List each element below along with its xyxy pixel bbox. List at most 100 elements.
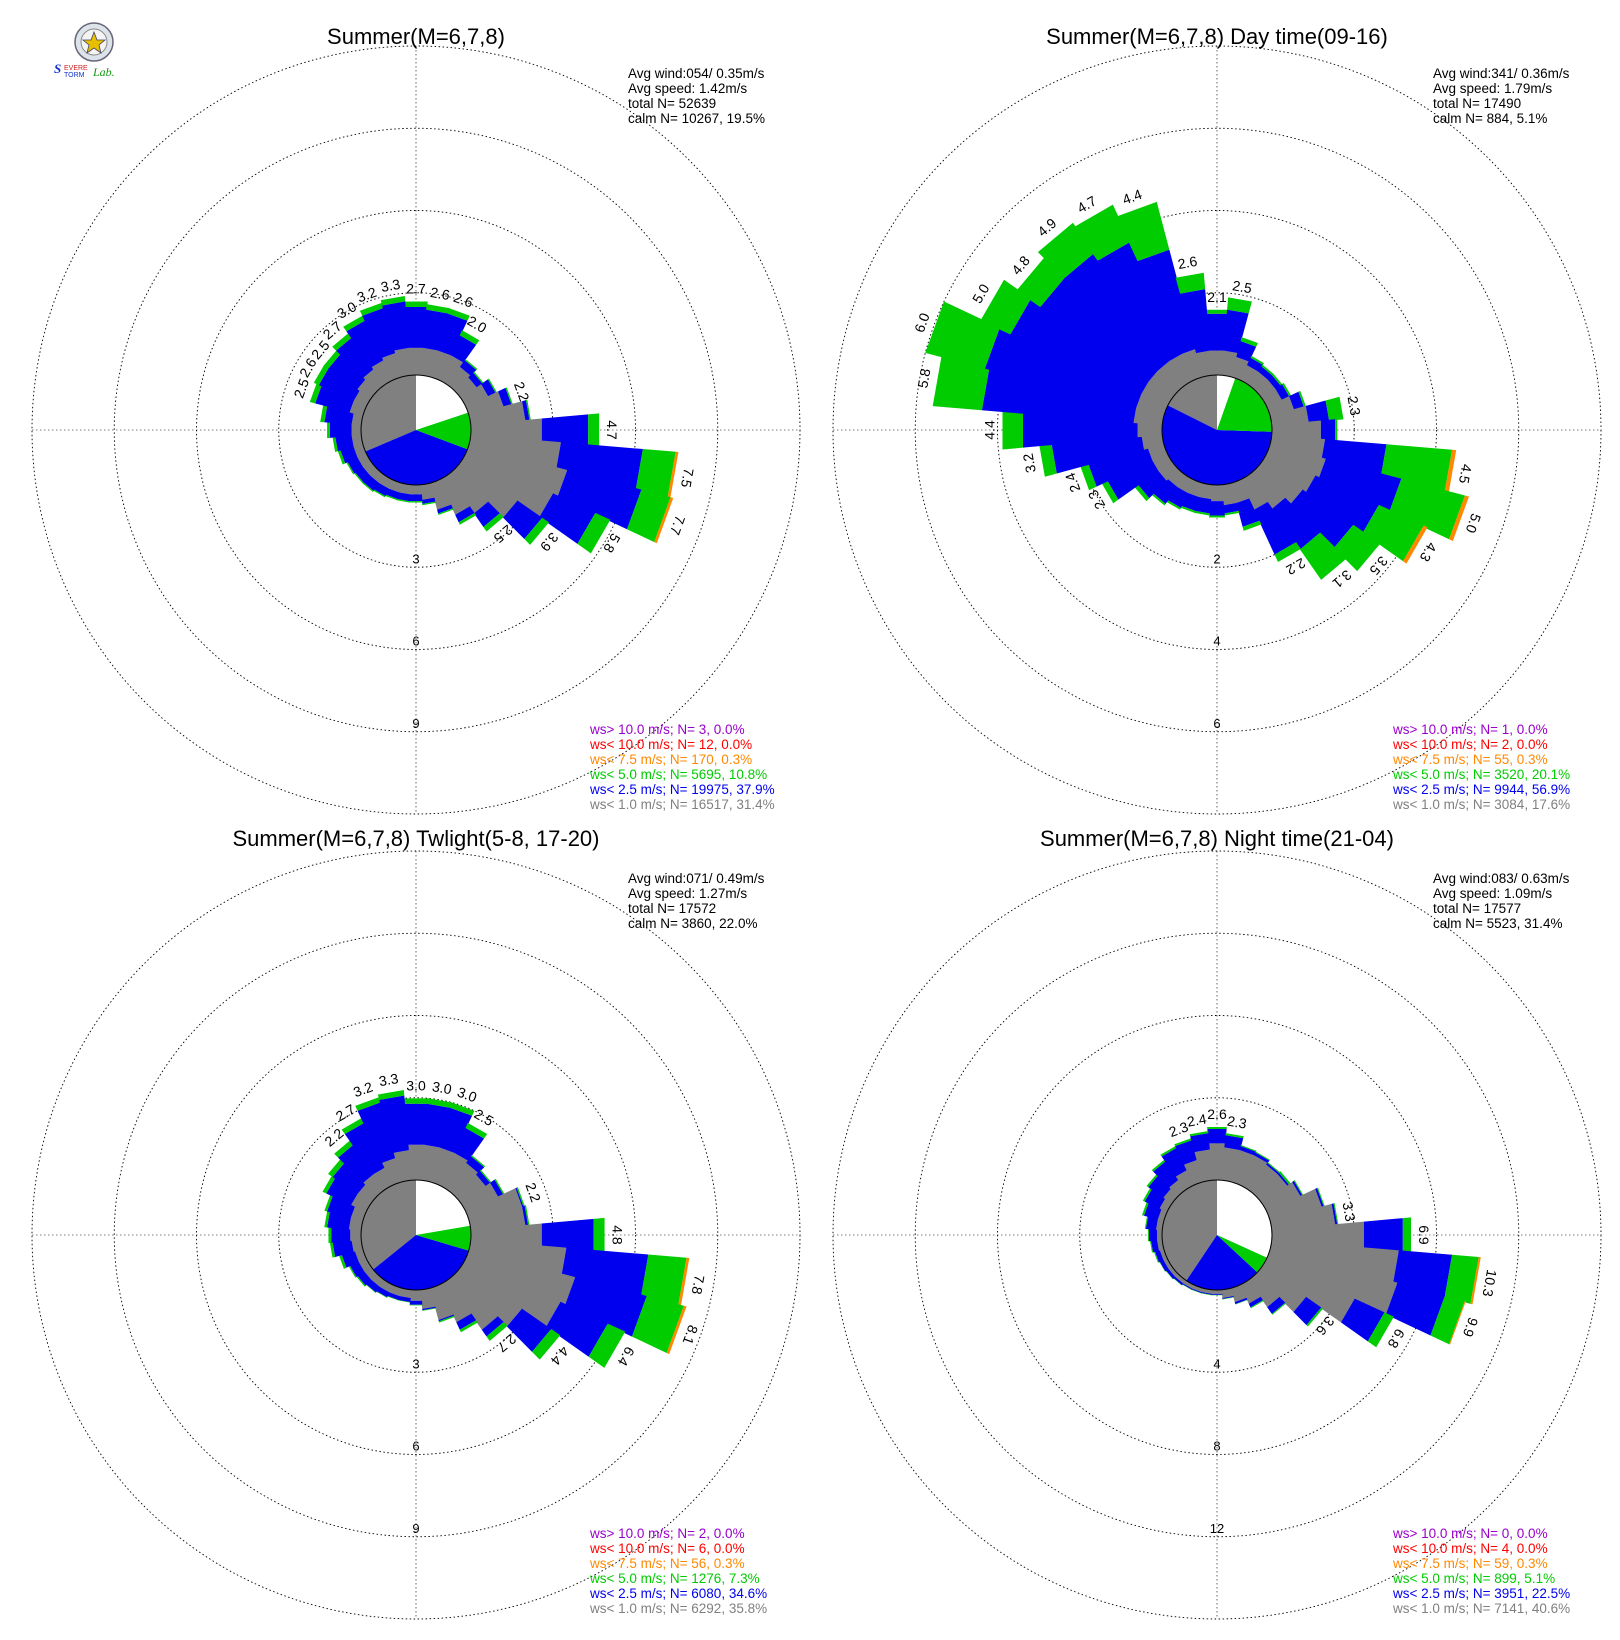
peak-label: 3.3	[380, 276, 402, 295]
petal-segment	[409, 501, 423, 503]
svg-text:TORM: TORM	[64, 72, 85, 79]
petal-segment	[447, 366, 471, 392]
petal-segment	[422, 501, 436, 506]
petal-segment	[328, 1227, 332, 1243]
petal-segment	[1250, 1300, 1264, 1309]
petal-segment	[1144, 1215, 1149, 1230]
petal-segment	[481, 379, 496, 397]
petal-segment	[1145, 1216, 1158, 1230]
petal-segment	[1180, 505, 1196, 513]
petal-segment	[490, 1179, 504, 1197]
petal-segment	[984, 327, 1142, 409]
petal-segment	[525, 399, 531, 421]
petal-segment	[487, 378, 498, 394]
petal-segment	[1223, 502, 1239, 514]
petal-segment	[355, 466, 371, 483]
petal-segment	[363, 369, 385, 392]
petal-segment	[351, 424, 362, 436]
petal-segment	[481, 1316, 504, 1337]
petal-segment	[1248, 1164, 1278, 1197]
petal-segment	[1227, 297, 1252, 314]
petal-segment	[1225, 1133, 1244, 1139]
petal-segment	[1239, 1146, 1257, 1156]
petal-segment	[341, 1117, 365, 1135]
petal-segment	[439, 474, 470, 515]
petal-segment	[1367, 1312, 1394, 1348]
petal-segment	[1080, 464, 1097, 491]
petal-segment	[1175, 1273, 1186, 1284]
petal-segment	[473, 501, 500, 527]
petal-segment	[1282, 382, 1292, 397]
petal-segment	[1207, 1126, 1227, 1130]
petal-segment	[309, 383, 322, 404]
petal-segment	[1271, 1302, 1286, 1315]
petal-segment	[532, 1328, 561, 1360]
petal-segment	[541, 1218, 594, 1252]
petal-segment	[353, 472, 364, 484]
petal-segment	[1255, 1266, 1307, 1312]
peak-label: 2.5	[1231, 277, 1253, 296]
petal-segment	[379, 1095, 409, 1153]
petal-segment	[556, 442, 643, 490]
petal-segment	[1153, 1251, 1159, 1263]
petal-segment	[446, 307, 470, 321]
petal-segment	[323, 350, 341, 369]
petal-segment	[426, 304, 450, 314]
petal-segment	[460, 384, 489, 407]
petal-segment	[398, 1296, 411, 1303]
petal-segment	[420, 1288, 436, 1309]
petal-segment	[351, 434, 363, 447]
petal-segment	[469, 434, 561, 469]
petal-segment	[320, 404, 328, 423]
petal-segment	[388, 479, 402, 493]
petal-segment	[1154, 1250, 1164, 1263]
petal-segment	[313, 365, 329, 386]
petal-segment	[397, 492, 411, 502]
legend-entry: ws< 7.5 m/s; N= 170, 0.3%	[589, 752, 752, 767]
petal-segment	[1137, 422, 1163, 438]
petal-segment	[348, 1265, 357, 1278]
stats-line: calm N= 884, 5.1%	[1433, 111, 1547, 126]
petal-segment	[366, 1279, 380, 1293]
petal-segment	[1248, 1273, 1280, 1308]
peak-label: 3.2	[355, 284, 379, 306]
petal-segment	[437, 313, 468, 356]
calm-pie-slice	[416, 412, 471, 450]
petal-segment	[541, 414, 589, 446]
petal-segment	[1317, 1187, 1325, 1207]
petal-segment	[1231, 479, 1250, 504]
peak-label: 4.5	[1456, 463, 1475, 485]
petal-segment	[1261, 388, 1282, 407]
peak-label: 3.2	[351, 1078, 375, 1100]
legend-entry: ws< 2.5 m/s; N= 3951, 22.5%	[1392, 1586, 1570, 1601]
petal-segment	[315, 385, 354, 413]
petal-segment	[1325, 396, 1344, 421]
ring-label: 6	[412, 634, 419, 649]
petal-segment	[593, 1217, 605, 1253]
petal-segment	[483, 513, 504, 532]
petal-segment	[1064, 253, 1170, 371]
petal-segment	[465, 1249, 576, 1306]
petal-segment	[1224, 510, 1240, 516]
legend-entry: ws> 10.0 m/s; N= 1, 0.0%	[1392, 722, 1548, 737]
petal-segment	[476, 1170, 491, 1187]
petal-segment	[1231, 356, 1250, 381]
petal-segment	[341, 1251, 359, 1268]
petal-segment	[1167, 486, 1188, 508]
petal-segment	[410, 1289, 422, 1301]
petal-segment	[376, 1286, 390, 1298]
petal-segment	[1240, 1145, 1257, 1152]
petal-segment	[1381, 444, 1453, 492]
petal-segment	[1002, 410, 1023, 450]
petal-segment	[449, 1102, 475, 1116]
petal-segment	[1267, 374, 1281, 390]
petal-segment	[460, 453, 554, 518]
petal-segment	[1165, 1270, 1174, 1280]
petal-segment	[1255, 461, 1303, 505]
chart-title: Summer(M=6,7,8)	[327, 24, 505, 49]
petal-segment	[1189, 1131, 1209, 1137]
peak-label: 2.6	[1176, 253, 1198, 272]
petal-segment	[459, 330, 480, 345]
